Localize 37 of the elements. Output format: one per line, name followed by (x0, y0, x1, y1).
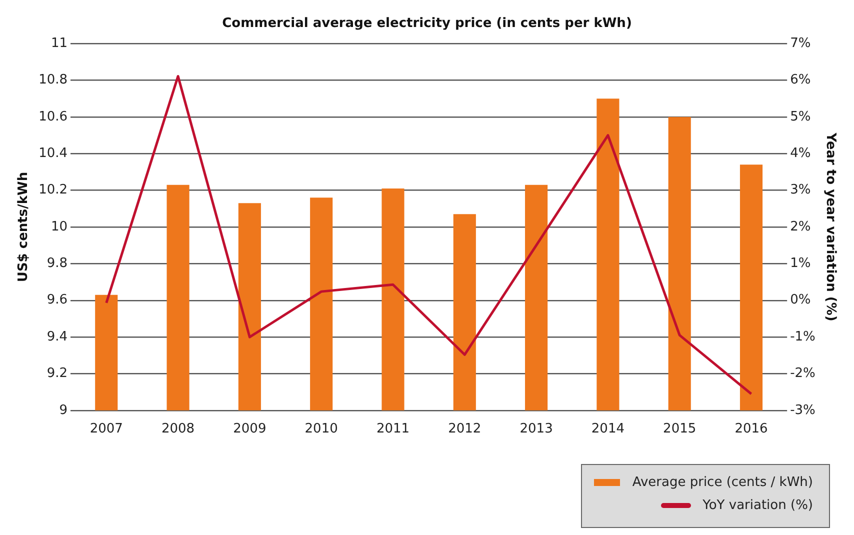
y2-tick-label: 7% (790, 36, 811, 51)
y-tick-label: 9.2 (46, 366, 68, 382)
y-tick-label: 10.6 (38, 109, 68, 124)
y-tick-label: 9 (59, 402, 68, 418)
x-tick-label: 2011 (376, 422, 410, 437)
y-tick-label: 9.6 (46, 292, 68, 308)
y2-tick-label: -3% (790, 402, 816, 418)
y-tick-label: 9.4 (46, 329, 68, 344)
x-tick-label: 2014 (591, 422, 624, 437)
x-tick-label: 2009 (233, 422, 266, 437)
y-tick-label: 10.8 (38, 72, 68, 88)
y2-tick-label: 4% (790, 146, 811, 162)
x-tick-label: 2012 (448, 422, 482, 437)
x-tick-label: 2016 (734, 422, 768, 437)
y-tick-label: 9.8 (46, 256, 68, 272)
y2-tick-label: 2% (790, 219, 811, 234)
x-tick-label: 2013 (520, 422, 553, 437)
x-tick-label: 2015 (663, 422, 696, 437)
y-tick-label: 10.2 (38, 182, 68, 198)
y2-tick-label: -1% (790, 329, 816, 344)
y-axis-title: US$ cents/kWh (16, 172, 32, 282)
y2-tick-label: 6% (790, 72, 811, 88)
y-tick-label: 10.4 (38, 146, 68, 162)
y2-tick-label: 1% (790, 256, 811, 272)
y2-tick-label: 3% (790, 182, 811, 198)
x-tick-label: 2008 (161, 422, 195, 437)
x-tick-label: 2007 (90, 422, 123, 437)
legend-label: YoY variation (%) (702, 498, 813, 513)
y2-tick-label: 0% (790, 292, 811, 308)
y-tick-label: 11 (51, 36, 68, 51)
y2-tick-label: -2% (790, 366, 816, 382)
chart-title: Commercial average electricity price (in cents per kWh) (222, 16, 632, 32)
y2-tick-label: 5% (790, 109, 811, 124)
y2-axis-title: Year to year variation (%) (822, 132, 838, 322)
legend-label: Average price (cents / kWh) (632, 475, 813, 490)
y-tick-label: 10 (51, 219, 68, 234)
x-tick-label: 2010 (304, 422, 338, 437)
